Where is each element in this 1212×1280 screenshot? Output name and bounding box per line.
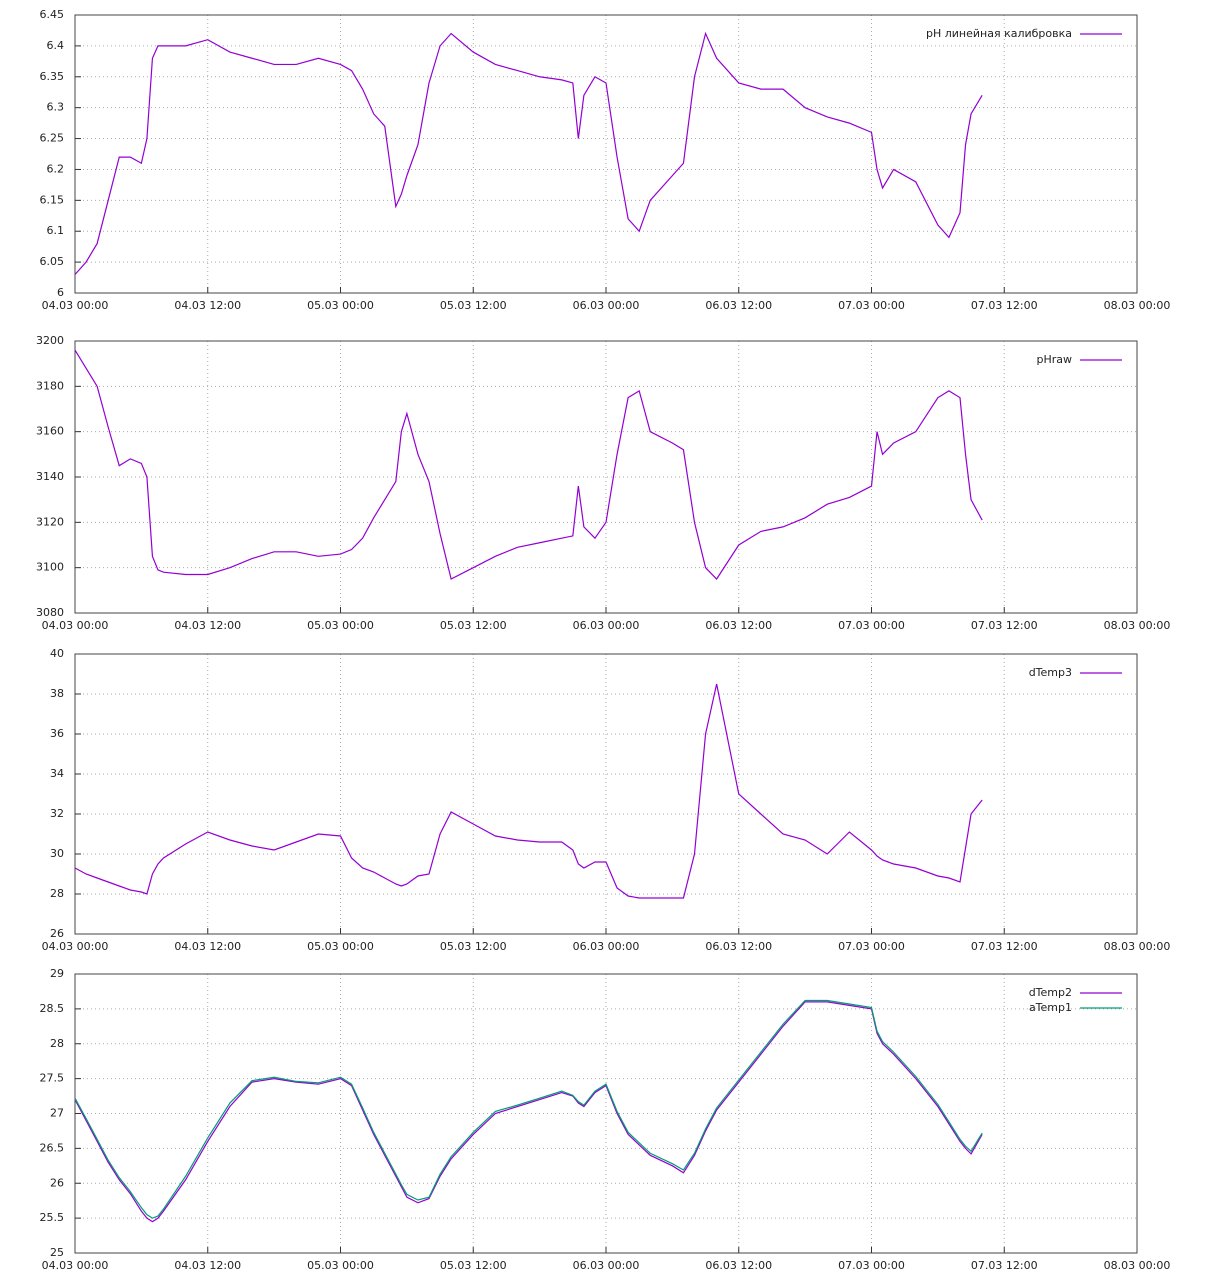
x-tick-label: 06.03 00:00 — [573, 299, 640, 312]
y-tick-label: 3120 — [36, 515, 64, 528]
y-tick-label: 40 — [50, 647, 64, 660]
y-tick-label: 6.25 — [40, 132, 65, 145]
x-tick-label: 05.03 12:00 — [440, 619, 507, 632]
x-tick-label: 07.03 00:00 — [838, 940, 905, 953]
data-line — [74, 31, 983, 275]
y-tick-label: 6.2 — [47, 162, 65, 175]
y-tick-label: 25 — [50, 1246, 64, 1259]
x-tick-label: 04.03 12:00 — [174, 619, 241, 632]
x-tick-label: 07.03 12:00 — [971, 1259, 1038, 1272]
y-tick-label: 27 — [50, 1107, 64, 1120]
x-tick-label: 07.03 00:00 — [838, 299, 905, 312]
x-tick-label: 07.03 00:00 — [838, 1259, 905, 1272]
y-tick-label: 3180 — [36, 379, 64, 392]
y-tick-label: 30 — [50, 847, 64, 860]
x-tick-label: 05.03 00:00 — [307, 619, 374, 632]
plot-border — [74, 973, 1138, 1254]
y-tick-label: 32 — [50, 807, 64, 820]
y-tick-label: 25.5 — [40, 1211, 65, 1224]
y-tick-label: 28 — [50, 1037, 64, 1050]
y-tick-label: 26.5 — [40, 1141, 65, 1154]
y-tick-label: 36 — [50, 727, 64, 740]
x-tick-label: 04.03 00:00 — [42, 940, 109, 953]
y-tick-label: 6.3 — [47, 101, 65, 114]
legend-label: aTemp1 — [1029, 1001, 1072, 1014]
plot-border — [74, 653, 1138, 935]
y-tick-label: 3080 — [36, 606, 64, 619]
x-tick-label: 04.03 00:00 — [42, 1259, 109, 1272]
y-tick-label: 26 — [50, 1176, 64, 1189]
y-tick-label: 38 — [50, 687, 64, 700]
y-tick-label: 26 — [50, 927, 64, 940]
legend-label: dTemp2 — [1029, 986, 1072, 999]
x-tick-label: 04.03 00:00 — [42, 619, 109, 632]
x-tick-label: 06.03 00:00 — [573, 619, 640, 632]
x-tick-label: 07.03 00:00 — [838, 619, 905, 632]
y-tick-label: 34 — [50, 767, 64, 780]
y-tick-label: 6.05 — [40, 255, 65, 268]
y-tick-label: 3160 — [36, 425, 64, 438]
y-tick-label: 6.45 — [40, 8, 65, 21]
legend-label: pHraw — [1036, 353, 1072, 366]
plot-border — [74, 340, 1138, 614]
y-tick-label: 27.5 — [40, 1072, 65, 1085]
x-tick-label: 07.03 12:00 — [971, 619, 1038, 632]
data-line — [74, 349, 983, 580]
data-line — [74, 999, 983, 1219]
x-tick-label: 08.03 00:00 — [1104, 619, 1171, 632]
y-tick-label: 28.5 — [40, 1002, 65, 1015]
x-tick-label: 07.03 12:00 — [971, 299, 1038, 312]
plot-border — [74, 14, 1138, 294]
x-tick-label: 06.03 12:00 — [705, 619, 772, 632]
y-tick-label: 6 — [57, 286, 64, 299]
x-tick-label: 08.03 00:00 — [1104, 299, 1171, 312]
x-tick-label: 04.03 12:00 — [174, 299, 241, 312]
x-tick-label: 08.03 00:00 — [1104, 940, 1171, 953]
y-tick-label: 6.35 — [40, 70, 65, 83]
y-tick-label: 29 — [50, 967, 64, 980]
x-tick-label: 04.03 12:00 — [174, 1259, 241, 1272]
y-tick-label: 3140 — [36, 470, 64, 483]
y-tick-label: 28 — [50, 887, 64, 900]
x-tick-label: 04.03 00:00 — [42, 299, 109, 312]
y-tick-label: 3200 — [36, 334, 64, 347]
x-tick-label: 05.03 00:00 — [307, 299, 374, 312]
x-tick-label: 06.03 00:00 — [573, 1259, 640, 1272]
y-tick-label: 6.4 — [47, 39, 65, 52]
x-tick-label: 05.03 12:00 — [440, 940, 507, 953]
x-tick-label: 07.03 12:00 — [971, 940, 1038, 953]
y-tick-label: 6.15 — [40, 193, 65, 206]
data-line — [74, 1001, 983, 1223]
data-line — [74, 683, 983, 899]
x-tick-label: 06.03 12:00 — [705, 940, 772, 953]
x-tick-label: 06.03 12:00 — [705, 1259, 772, 1272]
y-tick-label: 6.1 — [47, 224, 65, 237]
legend-label: dTemp3 — [1029, 666, 1072, 679]
y-tick-label: 3100 — [36, 561, 64, 574]
x-tick-label: 05.03 12:00 — [440, 1259, 507, 1272]
x-tick-label: 05.03 00:00 — [307, 940, 374, 953]
x-tick-label: 05.03 12:00 — [440, 299, 507, 312]
x-tick-label: 04.03 12:00 — [174, 940, 241, 953]
x-tick-label: 06.03 00:00 — [573, 940, 640, 953]
x-tick-label: 05.03 00:00 — [307, 1259, 374, 1272]
legend-label: pH линейная калибровка — [926, 27, 1072, 40]
x-tick-label: 08.03 00:00 — [1104, 1259, 1171, 1272]
x-tick-label: 06.03 12:00 — [705, 299, 772, 312]
